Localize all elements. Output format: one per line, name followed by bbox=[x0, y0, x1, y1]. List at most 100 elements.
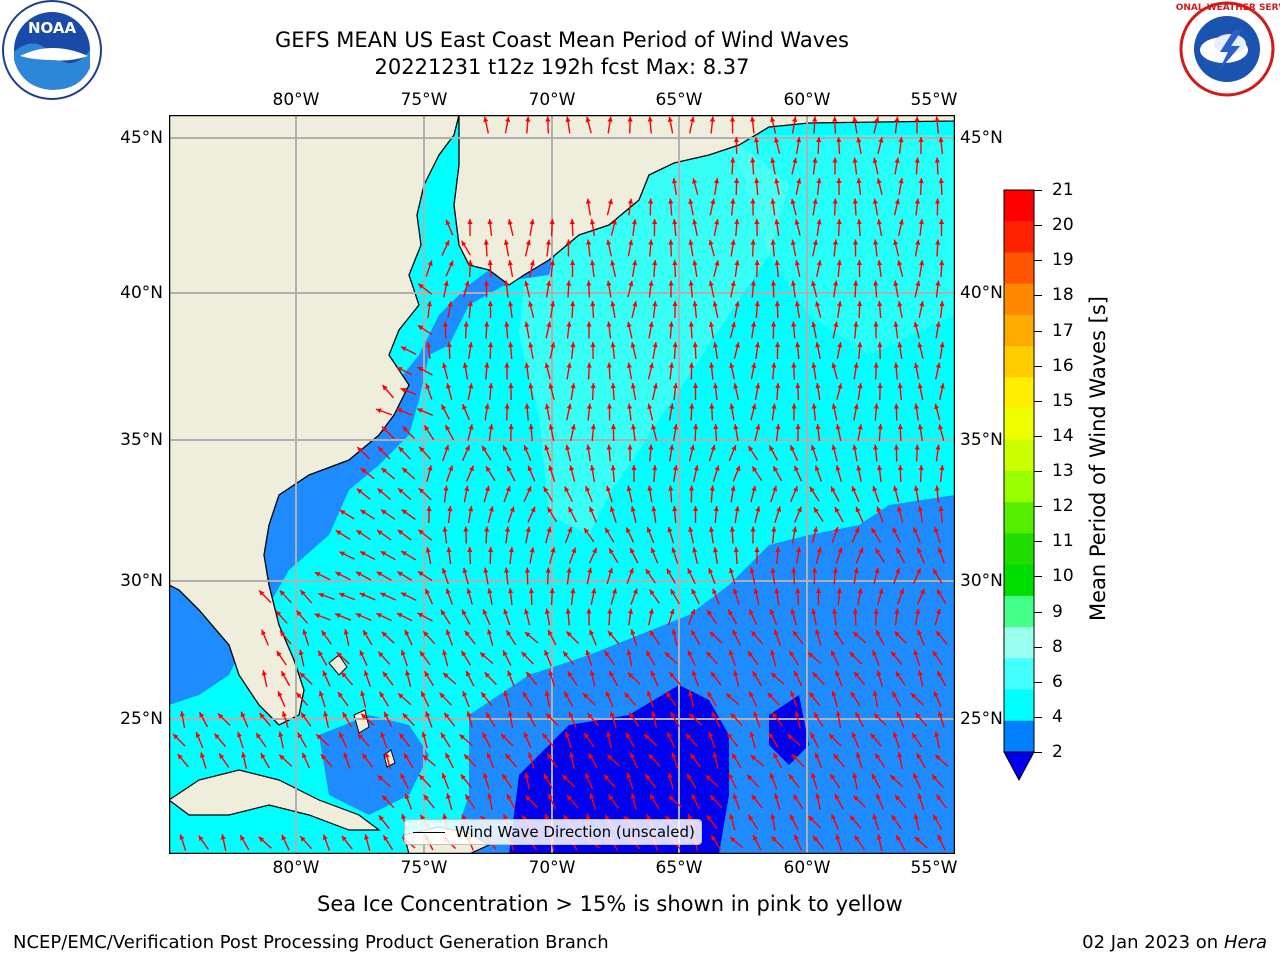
wave-arrow bbox=[828, 733, 842, 747]
wave-arrow bbox=[255, 732, 267, 748]
wave-arrow bbox=[753, 711, 761, 728]
wave-arrow bbox=[935, 362, 941, 380]
wave-arrow bbox=[422, 754, 436, 767]
wave-arrow bbox=[670, 711, 680, 728]
wave-arrow bbox=[650, 670, 659, 687]
wave-arrow bbox=[897, 752, 903, 769]
wave-arrow bbox=[918, 259, 925, 278]
wave-arrow bbox=[586, 403, 592, 421]
wave-arrow bbox=[631, 301, 638, 318]
wave-arrow bbox=[897, 301, 903, 318]
wave-arrow bbox=[770, 239, 776, 257]
land-us-mainland bbox=[169, 115, 460, 726]
colorbar-band bbox=[1004, 252, 1034, 285]
wave-arrow bbox=[774, 300, 780, 319]
wave-arrow bbox=[644, 773, 657, 789]
wave-arrow bbox=[750, 198, 756, 216]
wave-arrow bbox=[525, 671, 538, 686]
wave-arrow bbox=[791, 567, 797, 585]
wave-arrow bbox=[910, 692, 924, 706]
wave-arrow bbox=[713, 177, 720, 196]
wave-arrow bbox=[545, 239, 551, 257]
colorbar-band bbox=[1004, 658, 1034, 691]
wave-arrow bbox=[754, 506, 761, 523]
wave-arrow bbox=[730, 712, 743, 727]
wave-arrow bbox=[667, 116, 674, 134]
wave-arrow bbox=[604, 650, 615, 666]
wave-arrow bbox=[709, 362, 715, 380]
wave-arrow bbox=[334, 613, 352, 621]
colorbar-tick-mark bbox=[1034, 541, 1042, 543]
wave-arrow bbox=[812, 198, 818, 216]
wave-arrow bbox=[830, 486, 840, 502]
wave-arrow bbox=[630, 588, 638, 605]
wave-arrow bbox=[833, 280, 839, 298]
wave-arrow bbox=[198, 835, 209, 850]
wave-arrow bbox=[507, 710, 514, 729]
wave-arrow bbox=[787, 733, 801, 747]
wave-arrow bbox=[851, 526, 860, 544]
wave-arrow bbox=[529, 547, 535, 564]
wave-arrow bbox=[709, 198, 716, 216]
wave-arrow bbox=[769, 608, 778, 626]
wave-arrow bbox=[630, 382, 637, 401]
wave-arrow bbox=[911, 732, 923, 748]
wave-arrow bbox=[528, 587, 534, 606]
wave-arrow bbox=[917, 629, 925, 646]
wave-arrow bbox=[318, 690, 326, 708]
colorbar-band bbox=[1004, 283, 1034, 316]
wave-arrow bbox=[774, 219, 780, 236]
wave-arrow bbox=[897, 382, 903, 401]
wave-arrow bbox=[689, 753, 702, 768]
wave-arrow bbox=[422, 630, 436, 645]
wave-arrow bbox=[483, 239, 489, 257]
wave-arrow bbox=[356, 488, 371, 500]
wave-arrow bbox=[626, 485, 633, 503]
wave-arrow bbox=[567, 506, 578, 523]
wave-arrow bbox=[672, 505, 678, 524]
wave-arrow bbox=[645, 568, 656, 584]
wave-arrow bbox=[383, 711, 393, 728]
wave-arrow bbox=[713, 383, 719, 400]
wave-arrow bbox=[487, 300, 493, 319]
wave-arrow bbox=[362, 629, 373, 646]
colorbar-band bbox=[1004, 533, 1034, 566]
wave-arrow bbox=[482, 608, 491, 626]
wave-arrow bbox=[771, 321, 777, 339]
wave-arrow bbox=[426, 342, 432, 359]
wave-arrow bbox=[590, 300, 596, 319]
wave-arrow bbox=[664, 651, 678, 665]
wave-arrow bbox=[769, 772, 778, 790]
wave-arrow bbox=[298, 649, 305, 667]
colorbar-tick-label: 19 bbox=[1052, 250, 1074, 271]
wave-arrow bbox=[747, 445, 759, 461]
wave-arrow bbox=[807, 651, 822, 665]
wave-arrow bbox=[666, 732, 676, 748]
wave-arrow bbox=[852, 795, 867, 808]
wave-arrow bbox=[836, 136, 842, 155]
wave-arrow bbox=[938, 177, 944, 196]
wave-arrow bbox=[343, 752, 351, 769]
wave-arrow bbox=[749, 567, 756, 585]
wave-arrow bbox=[729, 836, 744, 849]
land-cuba bbox=[169, 769, 381, 831]
wave-arrow bbox=[789, 444, 799, 462]
wave-arrow bbox=[609, 506, 617, 523]
wave-arrow bbox=[398, 732, 411, 748]
wave-arrow bbox=[856, 752, 863, 769]
wave-arrow bbox=[939, 259, 945, 278]
wave-arrow bbox=[693, 423, 699, 442]
wave-arrow bbox=[811, 362, 817, 380]
wave-arrow bbox=[668, 671, 682, 686]
wave-arrow bbox=[607, 608, 613, 626]
wave-arrow bbox=[627, 403, 633, 421]
wave-arrow bbox=[836, 587, 842, 606]
wave-arrow bbox=[488, 341, 494, 360]
wave-arrow bbox=[917, 423, 924, 442]
wave-arrow bbox=[459, 733, 473, 747]
wave-arrow bbox=[775, 424, 781, 441]
wave-arrow bbox=[504, 362, 510, 380]
wave-arrow bbox=[440, 732, 451, 748]
legend-label: Wind Wave Direction (unscaled) bbox=[455, 823, 695, 841]
wave-arrow bbox=[503, 690, 510, 708]
